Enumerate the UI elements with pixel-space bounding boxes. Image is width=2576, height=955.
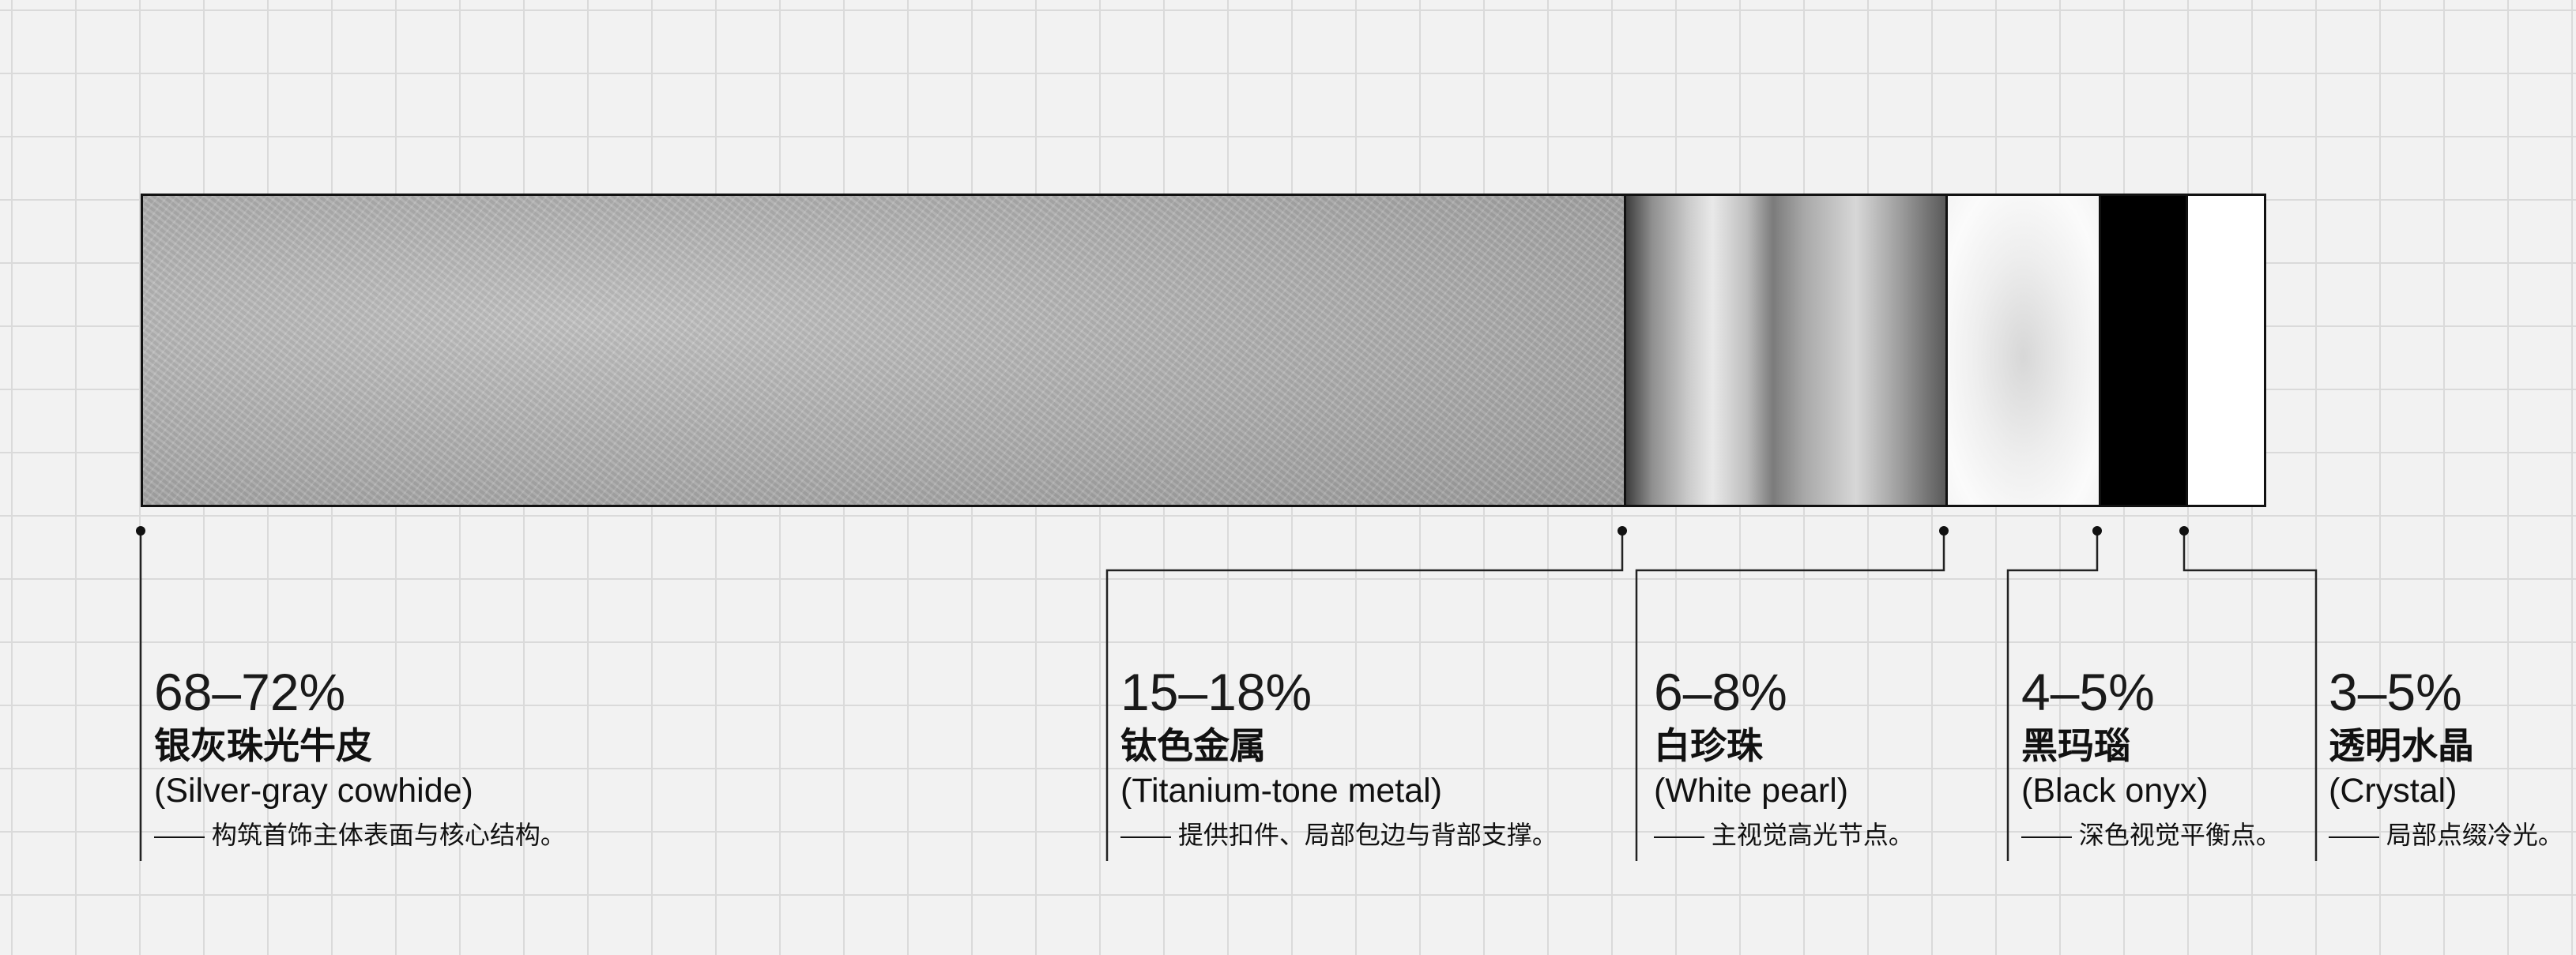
material-note: —— 提供扣件、局部包边与背部支撑。 xyxy=(1120,821,1557,849)
material-note: —— 主视觉高光节点。 xyxy=(1654,821,1914,849)
percent-label: 68–72% xyxy=(154,663,346,721)
label-black-onyx: 4–5% 黑玛瑙 (Black onyx) —— 深色视觉平衡点。 xyxy=(2021,662,2281,853)
label-titanium-tone-metal: 15–18% 钛色金属 (Titanium-tone metal) —— 提供扣… xyxy=(1120,662,1557,853)
anchor-dot-metal xyxy=(1618,526,1627,536)
material-note: —— 构筑首饰主体表面与核心结构。 xyxy=(154,821,566,849)
percent-label: 4–5% xyxy=(2021,663,2155,721)
anchor-dot-onyx xyxy=(2092,526,2102,536)
material-note: —— 局部点缀冷光。 xyxy=(2329,821,2563,849)
material-name-zh: 黑玛瑙 xyxy=(2021,725,2130,766)
segment-crystal xyxy=(2186,196,2264,505)
segment-silver-gray-cowhide xyxy=(143,196,1624,505)
label-white-pearl: 6–8% 白珍珠 (White pearl) —— 主视觉高光节点。 xyxy=(1654,662,1914,853)
segment-black-onyx xyxy=(2099,196,2186,505)
material-name-zh: 白珍珠 xyxy=(1654,725,1763,766)
material-name-zh: 钛色金属 xyxy=(1120,725,1266,766)
percent-label: 3–5% xyxy=(2329,663,2462,721)
material-name-en: (Black onyx) xyxy=(2021,772,2209,810)
material-name-en: (White pearl) xyxy=(1654,772,1849,810)
anchor-dot-leather xyxy=(136,526,145,536)
material-name-en: (Crystal) xyxy=(2329,772,2457,810)
anchor-dot-pearl xyxy=(1939,526,1949,536)
percent-label: 15–18% xyxy=(1120,663,1312,721)
segment-titanium-tone-metal xyxy=(1624,196,1945,505)
material-name-en: (Silver-gray cowhide) xyxy=(154,772,473,810)
material-proportion-bar xyxy=(141,194,2266,507)
percent-label: 6–8% xyxy=(1654,663,1787,721)
label-silver-gray-cowhide: 68–72% 银灰珠光牛皮 (Silver-gray cowhide) —— 构… xyxy=(154,662,566,853)
material-name-en: (Titanium-tone metal) xyxy=(1120,772,1443,810)
material-name-zh: 透明水晶 xyxy=(2329,725,2474,766)
anchor-dot-crystal xyxy=(2179,526,2189,536)
label-crystal: 3–5% 透明水晶 (Crystal) —— 局部点缀冷光。 xyxy=(2329,662,2563,853)
material-note: —— 深色视觉平衡点。 xyxy=(2021,821,2281,849)
material-name-zh: 银灰珠光牛皮 xyxy=(154,725,372,766)
segment-white-pearl xyxy=(1945,196,2099,505)
